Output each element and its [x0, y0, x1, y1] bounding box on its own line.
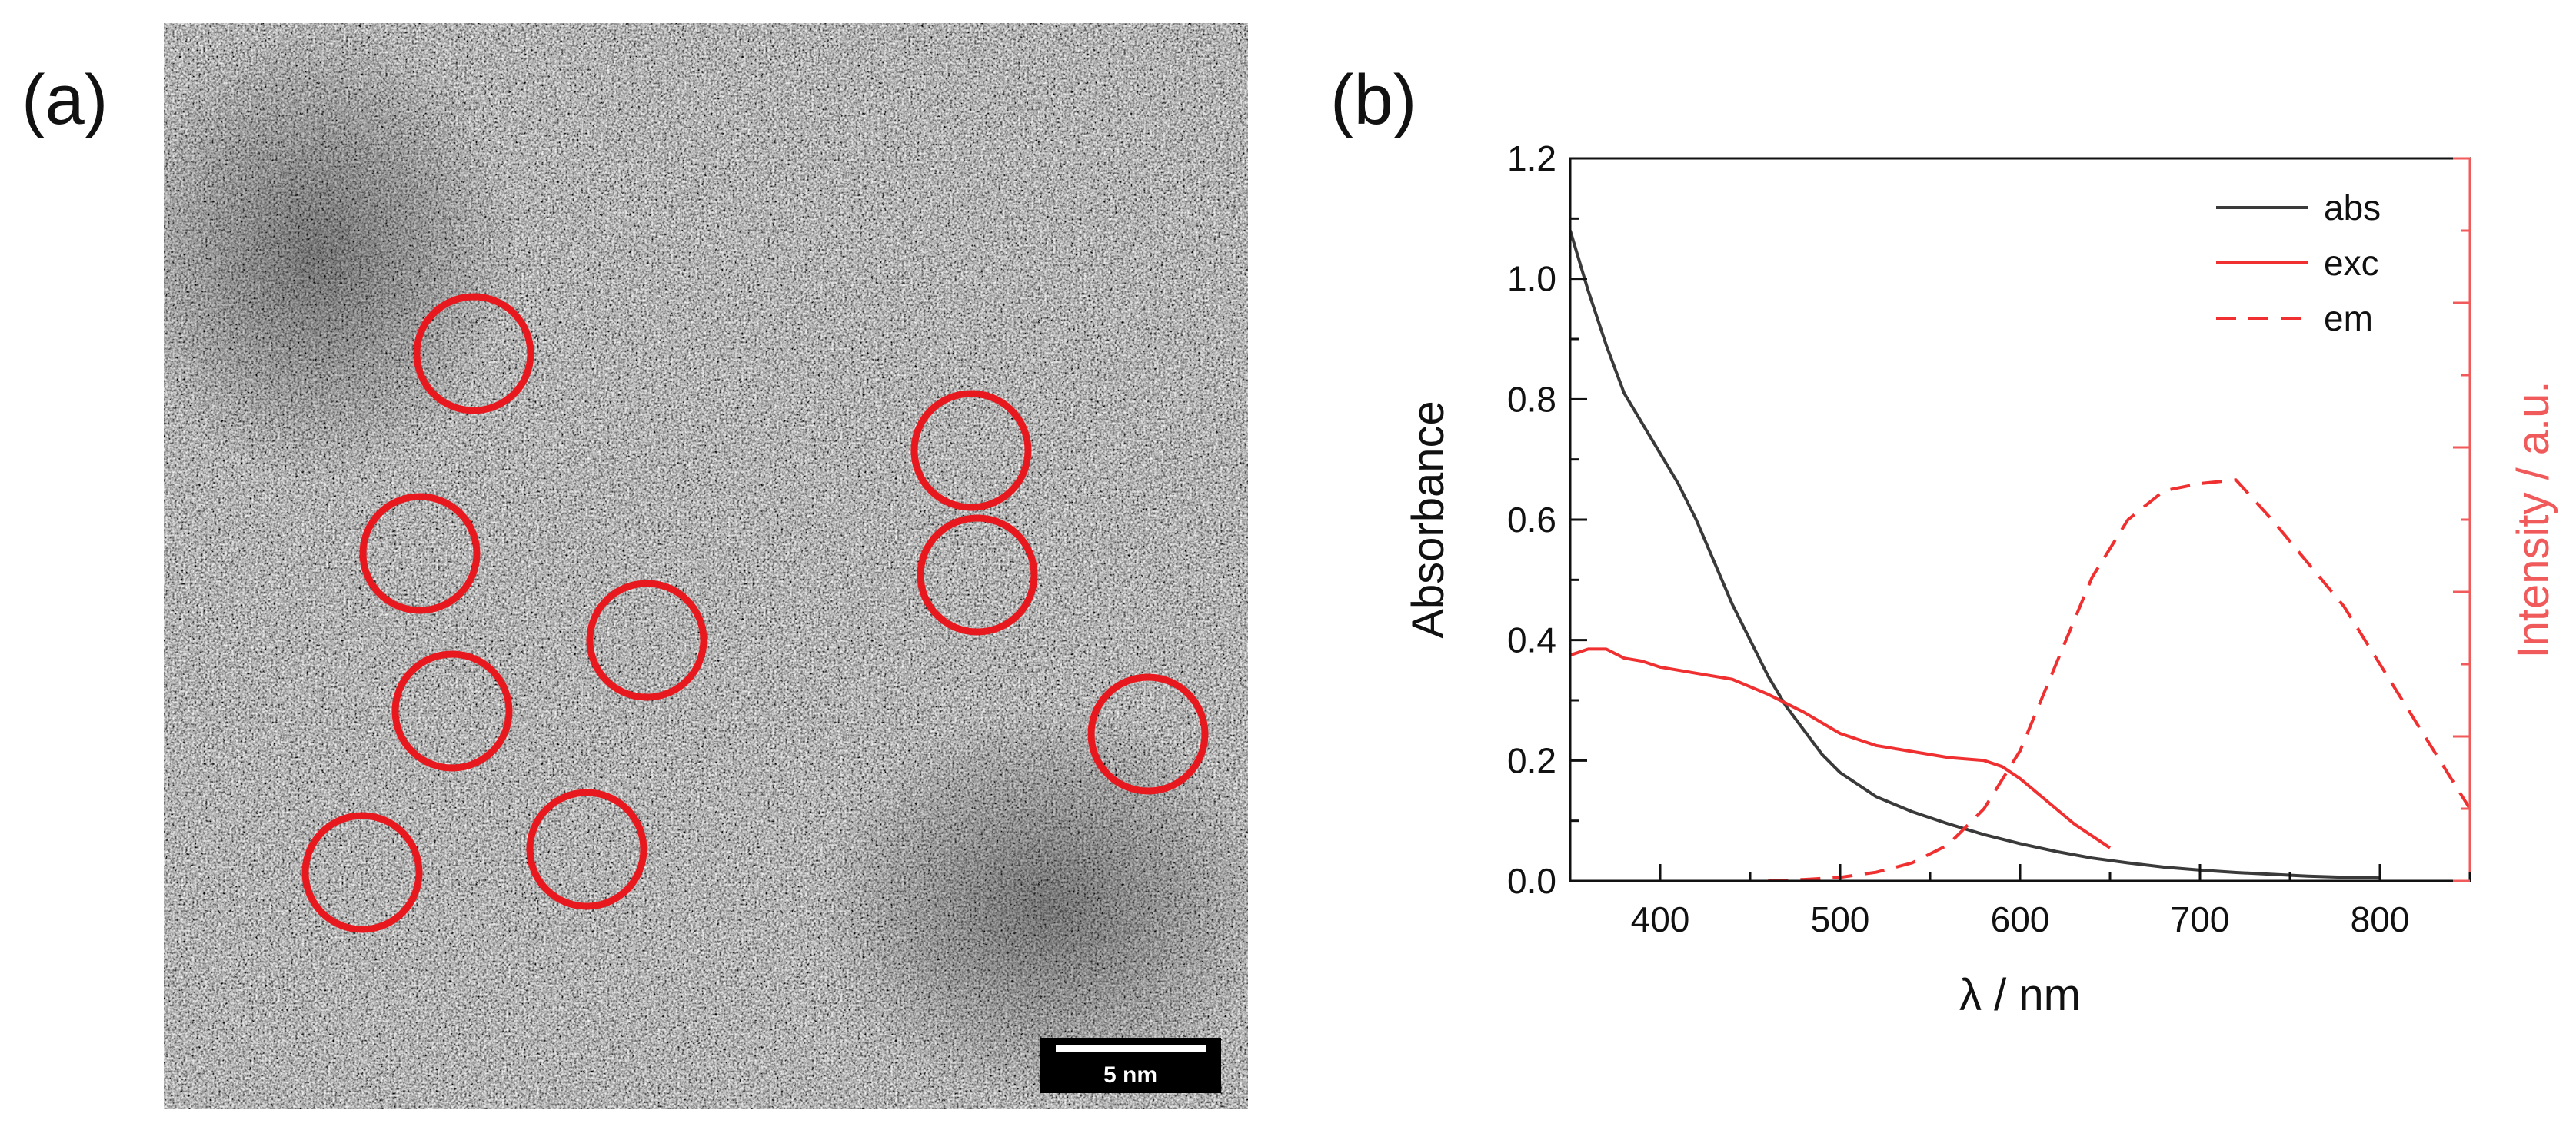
scale-bar [1056, 1045, 1206, 1052]
series-line-abs [1569, 230, 2381, 880]
x-tick-label: 700 [2171, 899, 2230, 939]
legend-label-exc: exc [2324, 243, 2379, 283]
tem-dark-region [817, 707, 1279, 1107]
legend-label-em: em [2324, 298, 2373, 338]
y-axis-label: Absorbance [1403, 400, 1453, 639]
chart-svg: 400 500 600 700 800 0.0 0.2 0.4 0.6 0.8 1.0 1.2 Abs… [1403, 138, 2558, 1020]
particle-circle [359, 493, 481, 614]
legend: abs exc em [2216, 188, 2381, 338]
x-axis-label: λ / nm [1959, 970, 2081, 1020]
spectra-chart: 400 500 600 700 800 0.0 0.2 0.4 0.6 0.8 1.0 1.2 Abs… [1338, 138, 2576, 1061]
y-tick-label: 0.8 [1507, 379, 1556, 419]
particle-circles [301, 293, 1209, 933]
y-tick-label: 0.0 [1507, 861, 1556, 901]
y2-axis-label: Intensity / a.u. [2508, 381, 2558, 658]
legend-label-abs: abs [2324, 188, 2381, 228]
y-tick-label: 0.2 [1507, 740, 1556, 780]
scale-bar-label: 5 nm [1103, 1062, 1157, 1088]
tem-image: 5 nm [118, 23, 1279, 1109]
ticks-layer: 400 500 600 700 800 0.0 0.2 0.4 0.6 0.8 1.0 1.2 [1507, 138, 2471, 939]
panel-label-a: (a) [22, 61, 108, 139]
y-tick-label: 1.2 [1507, 138, 1556, 178]
series-line-em [1768, 478, 2471, 882]
particle-circle [301, 812, 423, 933]
particle-circle [526, 789, 647, 910]
particle-circle [391, 650, 513, 772]
particle-circle [1087, 673, 1209, 795]
particle-circle [910, 390, 1032, 511]
y-tick-label: 0.6 [1507, 500, 1556, 540]
tem-micrograph: 5 nm [118, 23, 1279, 1109]
y-tick-label: 0.4 [1507, 620, 1556, 660]
particle-circle [586, 580, 707, 701]
x-tick-label: 800 [2351, 899, 2410, 939]
x-tick-label: 500 [1811, 899, 1870, 939]
series-line-exc [1569, 647, 2112, 849]
y-tick-label: 1.0 [1507, 259, 1556, 299]
x-tick-label: 600 [1991, 899, 2050, 939]
particle-circle [413, 293, 534, 414]
x-tick-label: 400 [1631, 899, 1690, 939]
panel-label-b: (b) [1330, 61, 1417, 139]
particle-circle [917, 514, 1038, 636]
